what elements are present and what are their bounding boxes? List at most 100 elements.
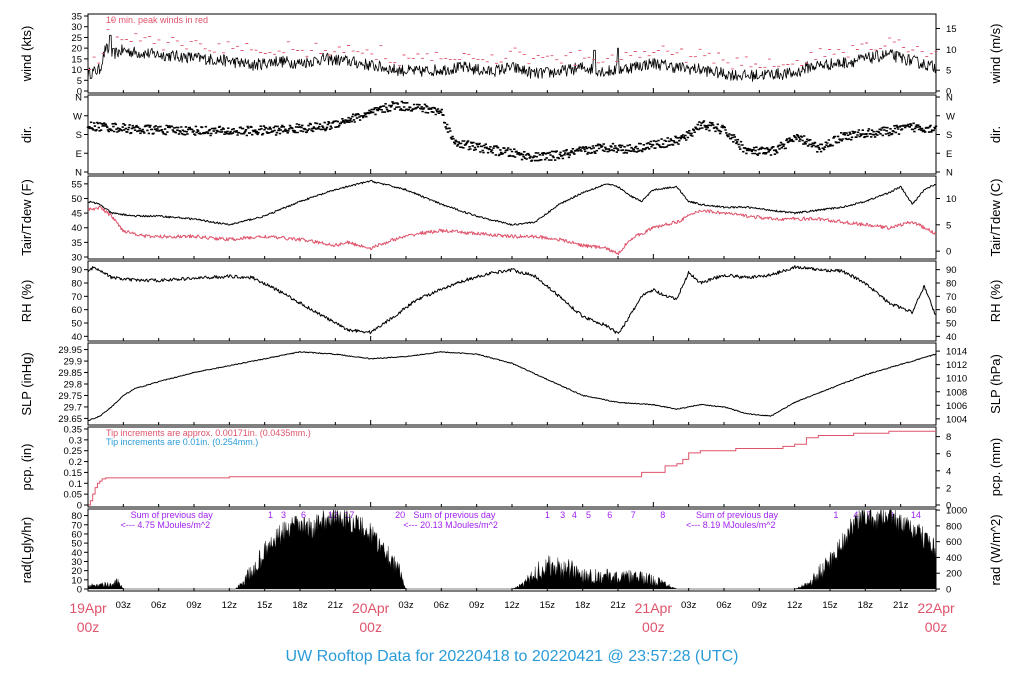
hour-mark-rad: 8	[660, 510, 665, 520]
xtick-major-hour: 00z	[925, 619, 948, 635]
hour-mark-rad: 3	[560, 510, 565, 520]
ytick-label-left-dir: W	[73, 111, 82, 122]
daily-note-rad: Sum of previous day	[696, 510, 779, 520]
xtick-label: 21z	[328, 600, 344, 611]
ytick-label-right-wind: 5	[946, 66, 951, 77]
ytick-label-right-rad: 800	[946, 521, 962, 532]
ytick-label-right-wind: 15	[946, 24, 957, 35]
ytick-label-left-dir: E	[76, 149, 82, 160]
ytick-label-right-dir: W	[946, 111, 955, 122]
ytick-label-left-wind: 35	[71, 12, 82, 23]
ytick-label-left-slp: 29.7	[64, 402, 83, 413]
panel-frame-wind	[87, 13, 937, 94]
series-line-slp	[87, 351, 937, 422]
ytick-label-right-rh: 90	[946, 265, 957, 276]
xtick-major-hour: 00z	[642, 619, 665, 635]
ytick-label-right-rh: 50	[946, 319, 957, 330]
ytick-label-left-pcp: 0.05	[64, 490, 83, 501]
ytick-label-right-slp: 1012	[946, 360, 967, 371]
ytick-label-left-rad: 10	[71, 575, 82, 586]
ytick-label-right-pcp: 4	[946, 466, 951, 477]
hour-mark-rad: 14	[911, 510, 921, 520]
ytick-label-left-rad: 50	[71, 539, 82, 550]
ytick-label-left-slp: 29.75	[58, 391, 82, 402]
xtick-label: 03z	[116, 600, 132, 611]
xtick-major-date: 21Apr	[635, 600, 673, 616]
xtick-label: 18z	[292, 600, 308, 611]
xtick-label: 21z	[893, 600, 909, 611]
hour-mark-rad: 3	[281, 510, 286, 520]
ytick-label-right-wind: 0	[946, 87, 951, 98]
ytick-label-right-pcp: 6	[946, 449, 951, 460]
ytick-label-left-pcp: 0.2	[69, 457, 82, 468]
ytick-label-left-rad: 60	[71, 529, 82, 540]
annotation-pcp: Tip increments are 0.01in. (0.254mm.)	[106, 437, 258, 447]
xtick-label: 15z	[257, 600, 273, 611]
xtick-label: 18z	[575, 600, 591, 611]
daily-note-rad: Sum of previous day	[131, 510, 214, 520]
series-line-wind	[87, 34, 937, 82]
ytick-label-right-slp: 1014	[946, 347, 967, 358]
ytick-label-left-rad: 30	[71, 557, 82, 568]
ytick-label-left-rh: 80	[71, 279, 82, 290]
xtick-label: 03z	[398, 600, 414, 611]
ytick-label-left-wind: 15	[71, 54, 82, 65]
xtick-label: 12z	[222, 600, 238, 611]
ylabel-left-temp: Tair/Tdew (F)	[19, 179, 34, 256]
ytick-label-left-pcp: 0	[77, 501, 82, 512]
xtick-label: 21z	[610, 600, 626, 611]
ytick-label-right-temp: 10	[946, 194, 957, 205]
ylabel-right-rad: rad (W/m^2)	[988, 514, 1003, 585]
ytick-label-left-pcp: 0.25	[64, 446, 83, 457]
annotation-pcp: Tip increments are approx. 0.00171in. (0…	[106, 428, 311, 438]
ytick-label-right-dir: S	[946, 130, 952, 141]
xtick-label: 09z	[186, 600, 202, 611]
ytick-label-left-temp: 55	[71, 179, 82, 190]
ytick-label-left-slp: 29.9	[64, 357, 83, 368]
ytick-label-left-rh: 90	[71, 265, 82, 276]
ylabel-left-wind: wind (kts)	[19, 26, 34, 83]
ytick-label-right-wind: 10	[946, 45, 957, 56]
ytick-label-right-pcp: 2	[946, 483, 951, 494]
xtick-label: 12z	[787, 600, 803, 611]
ylabel-right-temp: Tair/Tdew (C)	[988, 178, 1003, 256]
ylabel-right-dir: dir.	[988, 126, 1003, 143]
xtick-label: 03z	[681, 600, 697, 611]
xtick-label: 09z	[752, 600, 768, 611]
panel-frame-rh	[87, 260, 937, 342]
ytick-label-right-pcp: 8	[946, 432, 951, 443]
ytick-label-left-wind: 5	[77, 76, 82, 87]
xtick-label: 06z	[151, 600, 167, 611]
ylabel-left-rad: rad(Lgly/hr)	[19, 517, 34, 583]
ytick-label-left-rad: 20	[71, 566, 82, 577]
ytick-label-right-dir: N	[946, 168, 953, 179]
daily-note-rad: Sum of previous day	[413, 510, 496, 520]
ytick-label-left-temp: 45	[71, 209, 82, 220]
ytick-label-left-slp: 29.85	[58, 368, 82, 379]
ytick-label-left-pcp: 0.3	[69, 435, 82, 446]
panel-frame-dir	[87, 94, 937, 175]
hour-mark-rad: 4	[853, 510, 858, 520]
ytick-label-left-dir: N	[75, 168, 82, 179]
ytick-label-left-temp: 30	[71, 253, 82, 264]
ytick-label-right-rad: 1000	[946, 506, 967, 517]
ylabel-left-slp: SLP (inHg)	[19, 352, 34, 415]
series-peak-wind	[88, 19, 938, 70]
ytick-label-left-rad: 40	[71, 548, 82, 559]
ytick-label-right-slp: 1010	[946, 374, 967, 385]
xtick-major-hour: 00z	[359, 619, 382, 635]
ytick-label-left-wind: 30	[71, 22, 82, 33]
hour-mark-rad: 5	[586, 510, 591, 520]
ytick-label-left-slp: 29.65	[58, 414, 82, 425]
xtick-major-date: 19Apr	[69, 600, 107, 616]
xtick-label: 12z	[504, 600, 520, 611]
ytick-label-right-temp: 0	[946, 247, 951, 258]
ytick-label-right-rh: 40	[946, 332, 957, 343]
ytick-label-left-temp: 40	[71, 223, 82, 234]
panel-frame-temp	[87, 175, 937, 260]
ylabel-left-pcp: pcp. (in)	[19, 444, 34, 491]
hour-mark-rad: 7	[631, 510, 636, 520]
ytick-label-left-dir: S	[76, 130, 82, 141]
panel-frame-rad	[87, 508, 937, 592]
xtick-major-date: 22Apr	[917, 600, 955, 616]
